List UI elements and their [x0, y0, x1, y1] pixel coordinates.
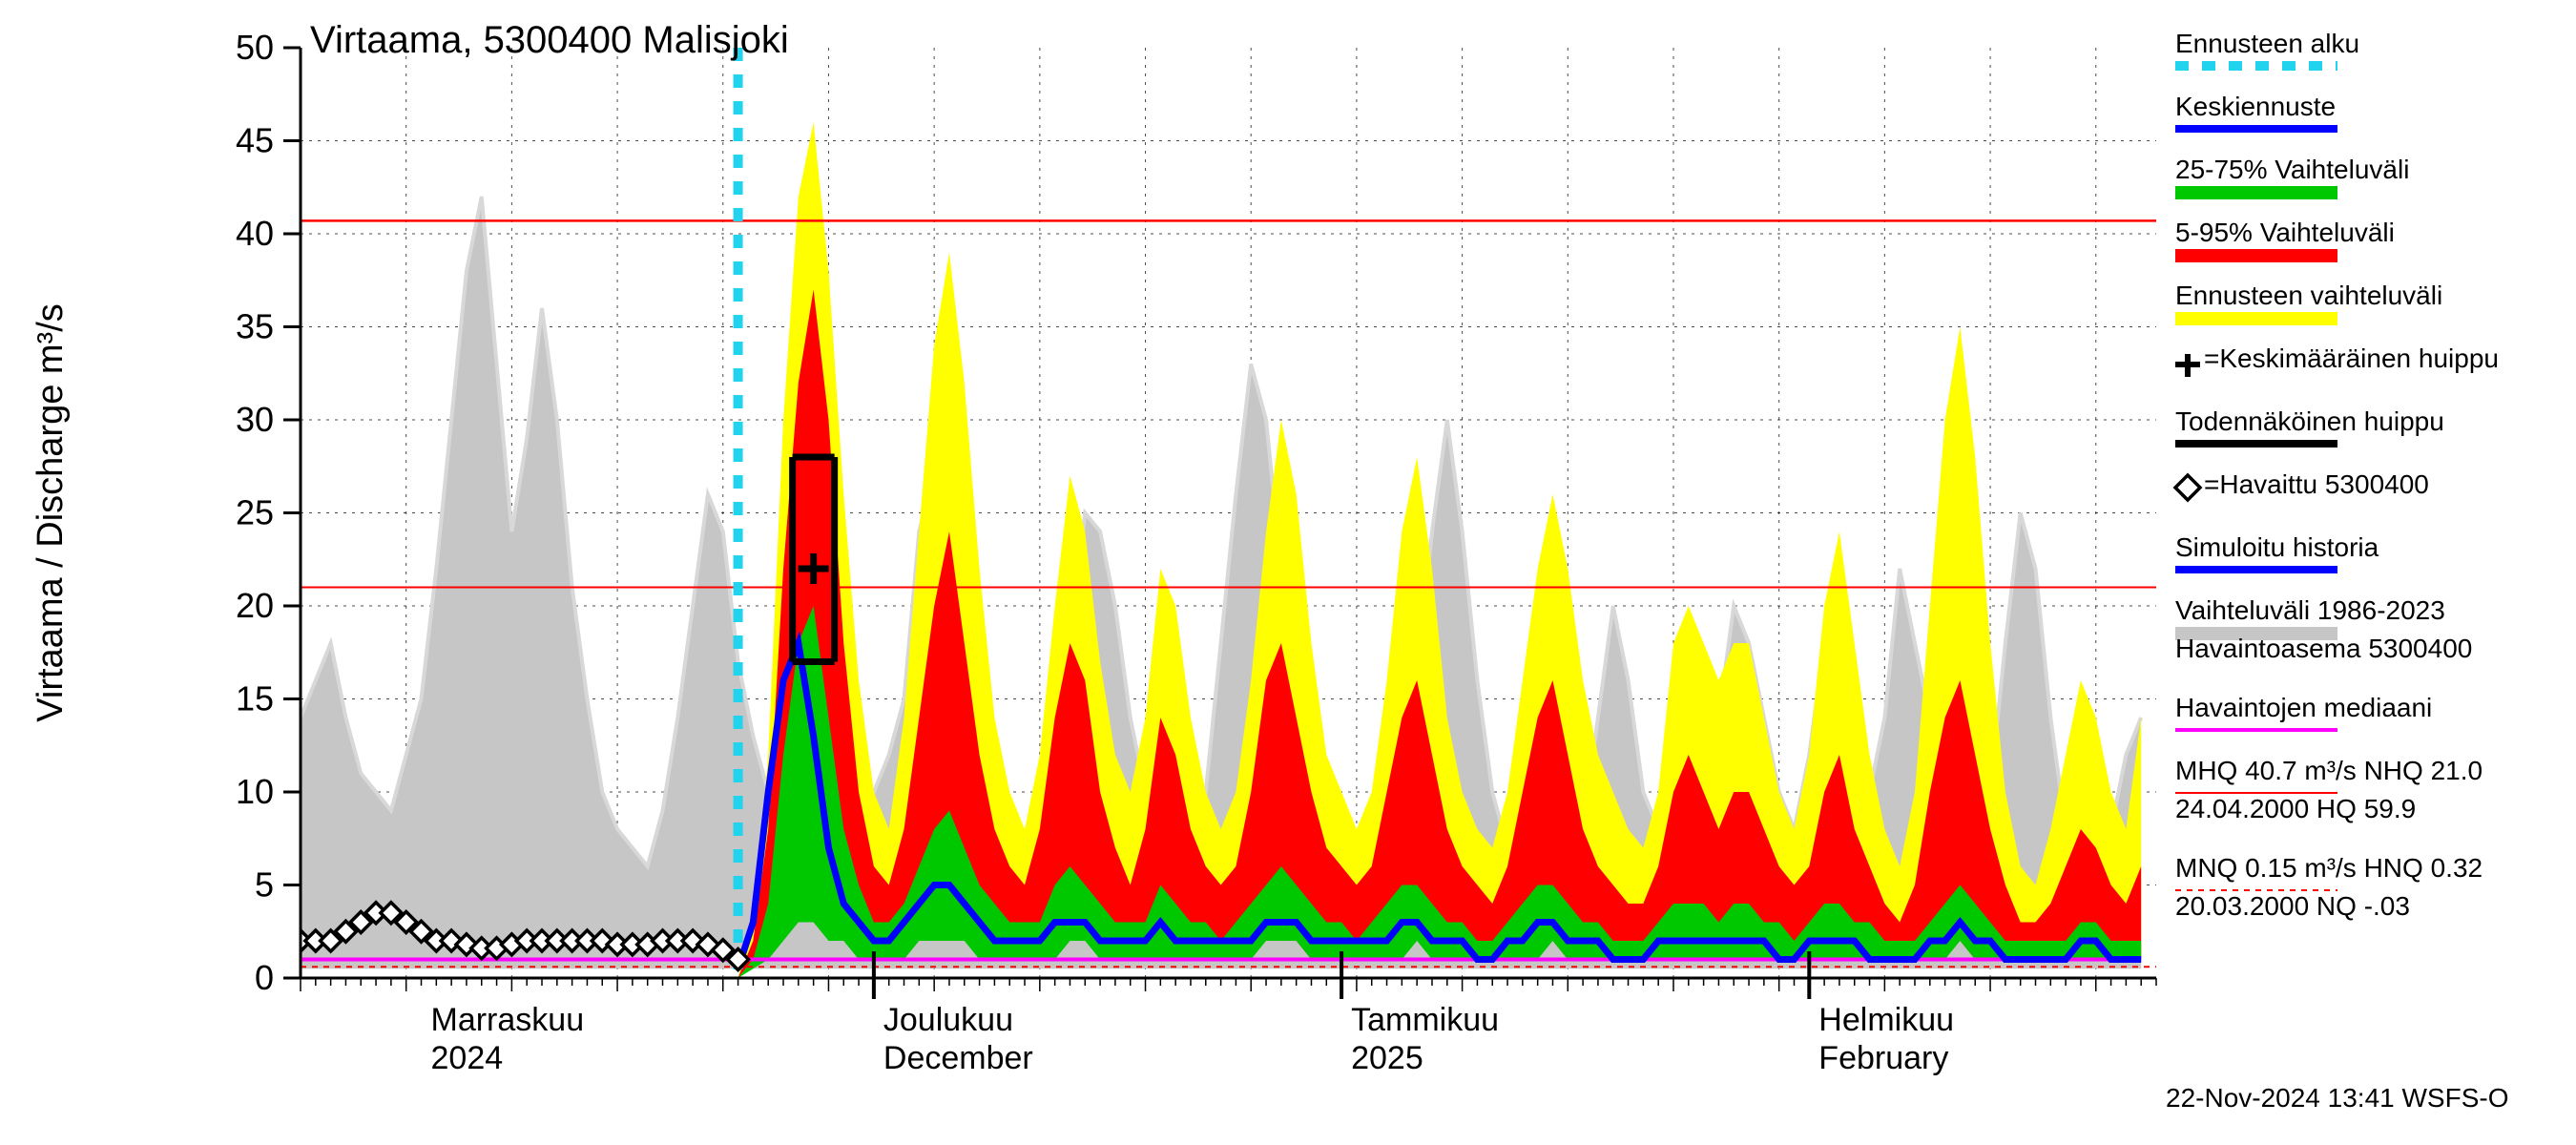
legend-label: Keskiennuste: [2175, 92, 2336, 121]
footer-timestamp: 22-Nov-2024 13:41 WSFS-O: [2166, 1083, 2509, 1113]
legend-sublabel: 24.04.2000 HQ 59.9: [2175, 794, 2416, 823]
legend-label: 25-75% Vaihteluväli: [2175, 155, 2409, 184]
y-tick-label: 40: [236, 214, 274, 253]
legend-label: MNQ 0.15 m³/s HNQ 0.32: [2175, 853, 2483, 883]
x-month-sublabel: 2025: [1351, 1040, 1423, 1076]
y-tick-label: 0: [255, 958, 274, 997]
legend-label: Ennusteen alku: [2175, 29, 2359, 58]
y-tick-label: 30: [236, 400, 274, 439]
chart-title: Virtaama, 5300400 Malisjoki: [310, 19, 789, 61]
legend-label: 5-95% Vaihteluväli: [2175, 218, 2395, 247]
y-tick-label: 35: [236, 307, 274, 346]
x-month-label: Tammikuu: [1351, 1002, 1499, 1038]
chart-container: 05101520253035404550Marraskuu2024Jouluku…: [0, 0, 2576, 1145]
y-axis-label: Virtaama / Discharge m³/s: [31, 303, 71, 722]
legend-sublabel: Havaintoasema 5300400: [2175, 634, 2472, 663]
x-month-sublabel: 2024: [431, 1040, 504, 1076]
legend-label: Todennäköinen huippu: [2175, 406, 2444, 436]
y-tick-label: 5: [255, 865, 274, 905]
legend-label: Simuloitu historia: [2175, 532, 2379, 562]
legend-sublabel: 20.03.2000 NQ -.03: [2175, 891, 2410, 921]
hydrograph-svg: 05101520253035404550Marraskuu2024Jouluku…: [0, 0, 2576, 1145]
y-tick-label: 50: [236, 28, 274, 67]
y-tick-label: 15: [236, 679, 274, 718]
legend-label: Havaintojen mediaani: [2175, 693, 2432, 722]
x-month-label: Helmikuu: [1818, 1002, 1954, 1038]
y-tick-label: 10: [236, 772, 274, 811]
x-month-sublabel: December: [883, 1040, 1033, 1076]
legend-label: =Keskimääräinen huippu: [2204, 344, 2499, 373]
y-tick-label: 20: [236, 586, 274, 625]
x-month-label: Marraskuu: [431, 1002, 585, 1038]
legend-label: =Havaittu 5300400: [2204, 469, 2429, 499]
legend-label: Vaihteluväli 1986-2023: [2175, 595, 2445, 625]
legend-label: MHQ 40.7 m³/s NHQ 21.0: [2175, 756, 2483, 785]
legend-label: Ennusteen vaihteluväli: [2175, 281, 2442, 310]
x-month-sublabel: February: [1818, 1040, 1948, 1076]
y-tick-label: 45: [236, 121, 274, 160]
x-month-label: Joulukuu: [883, 1002, 1013, 1038]
y-tick-label: 25: [236, 493, 274, 532]
